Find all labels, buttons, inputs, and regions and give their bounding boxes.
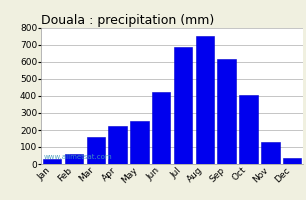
- Bar: [283, 158, 301, 164]
- Text: www.allmetsat.com: www.allmetsat.com: [44, 154, 113, 160]
- Bar: [152, 92, 170, 164]
- Bar: [239, 95, 258, 164]
- Bar: [108, 126, 127, 164]
- Bar: [87, 137, 105, 164]
- Bar: [196, 36, 214, 164]
- Bar: [217, 59, 236, 164]
- Bar: [43, 159, 62, 164]
- Text: Douala : precipitation (mm): Douala : precipitation (mm): [41, 14, 215, 27]
- Bar: [174, 47, 192, 164]
- Bar: [65, 154, 83, 164]
- Bar: [261, 142, 279, 164]
- Bar: [130, 121, 149, 164]
